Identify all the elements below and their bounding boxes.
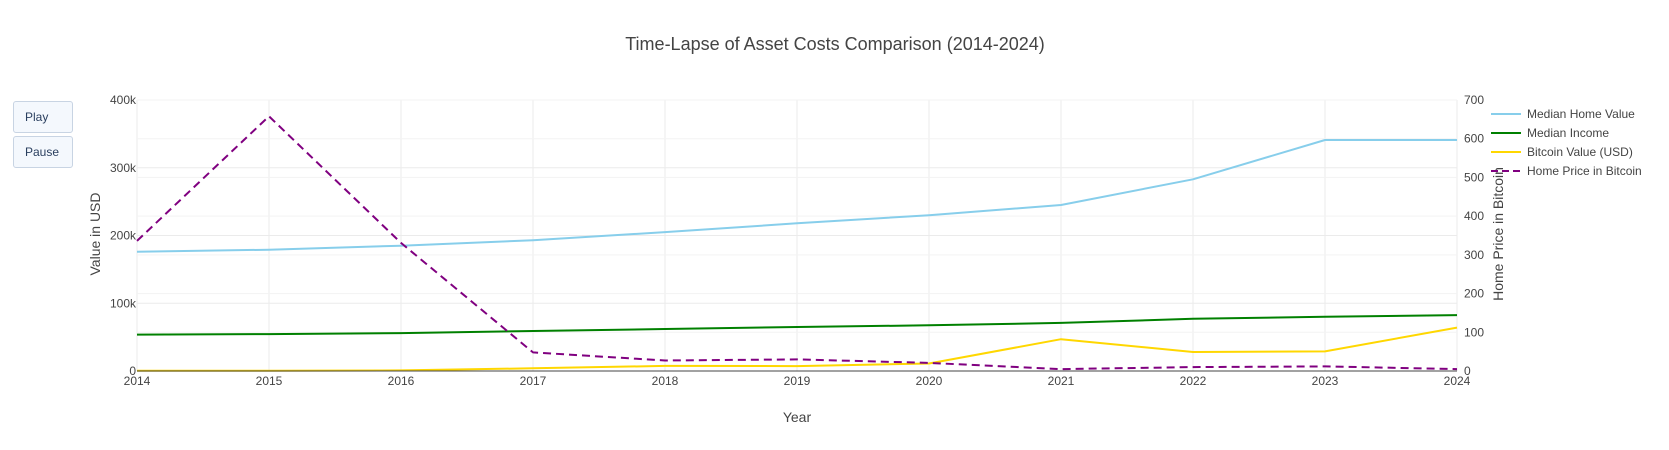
legend-label: Median Income xyxy=(1527,126,1609,140)
series-line-home-price-in-bitcoin xyxy=(136,115,1458,371)
legend-item[interactable]: Bitcoin Value (USD) xyxy=(1491,145,1633,159)
x-axis-title: Year xyxy=(783,409,812,425)
legend-item[interactable]: Median Income xyxy=(1491,126,1609,140)
grid xyxy=(136,99,1458,372)
y2-tick-label: 400 xyxy=(1464,209,1484,223)
x-tick-label: 2019 xyxy=(784,374,811,388)
play-button[interactable]: Play xyxy=(13,101,73,133)
y2-tick-label: 100 xyxy=(1464,325,1484,339)
x-ticks: 2014 2015 2016 2017 2018 2019 2020 2021 2022 2023… xyxy=(124,374,1471,388)
x-tick-label: 2024 xyxy=(1444,374,1471,388)
y2-tick-label: 700 xyxy=(1464,93,1484,107)
y2-tick-label: 600 xyxy=(1464,132,1484,146)
pause-button[interactable]: Pause xyxy=(13,136,73,168)
x-tick-label: 2017 xyxy=(520,374,547,388)
x-tick-label: 2014 xyxy=(124,374,151,388)
y-axis-title: Value in USD xyxy=(87,192,103,275)
x-tick-label: 2018 xyxy=(652,374,679,388)
y-tick-label: 0 xyxy=(129,364,136,378)
x-tick-label: 2015 xyxy=(256,374,283,388)
series-lines xyxy=(136,115,1458,372)
y-tick-label: 200k xyxy=(110,229,137,243)
y2-tick-label: 500 xyxy=(1464,170,1484,184)
legend-label: Home Price in Bitcoin xyxy=(1527,164,1642,178)
legend: Median Home Value Median Income Bitcoin Va… xyxy=(1491,107,1642,178)
legend-label: Bitcoin Value (USD) xyxy=(1527,145,1633,159)
x-tick-label: 2022 xyxy=(1180,374,1207,388)
chart-title: Time-Lapse of Asset Costs Comparison (20… xyxy=(625,34,1045,54)
legend-label: Median Home Value xyxy=(1527,107,1635,121)
y2-tick-label: 200 xyxy=(1464,287,1484,301)
series-line-median-income xyxy=(136,314,1458,336)
y-tick-label: 400k xyxy=(110,93,137,107)
series-line-median-home-value xyxy=(136,139,1457,253)
legend-item[interactable]: Home Price in Bitcoin xyxy=(1491,164,1642,178)
y-tick-label: 300k xyxy=(110,161,137,175)
x-tick-label: 2021 xyxy=(1048,374,1075,388)
y-tick-label: 100k xyxy=(110,296,137,310)
y-ticks: 0 100k 200k 300k 400k xyxy=(110,93,137,378)
legend-item[interactable]: Median Home Value xyxy=(1491,107,1635,121)
y2-tick-label: 0 xyxy=(1464,364,1471,378)
x-tick-label: 2023 xyxy=(1312,374,1339,388)
x-tick-label: 2016 xyxy=(388,374,415,388)
x-tick-label: 2020 xyxy=(916,374,943,388)
y2-tick-label: 300 xyxy=(1464,248,1484,262)
y2-axis-title: Home Price in Bitcoin xyxy=(1490,167,1506,301)
y2-ticks: 0 100 200 300 400 500 600 700 xyxy=(1464,93,1484,378)
